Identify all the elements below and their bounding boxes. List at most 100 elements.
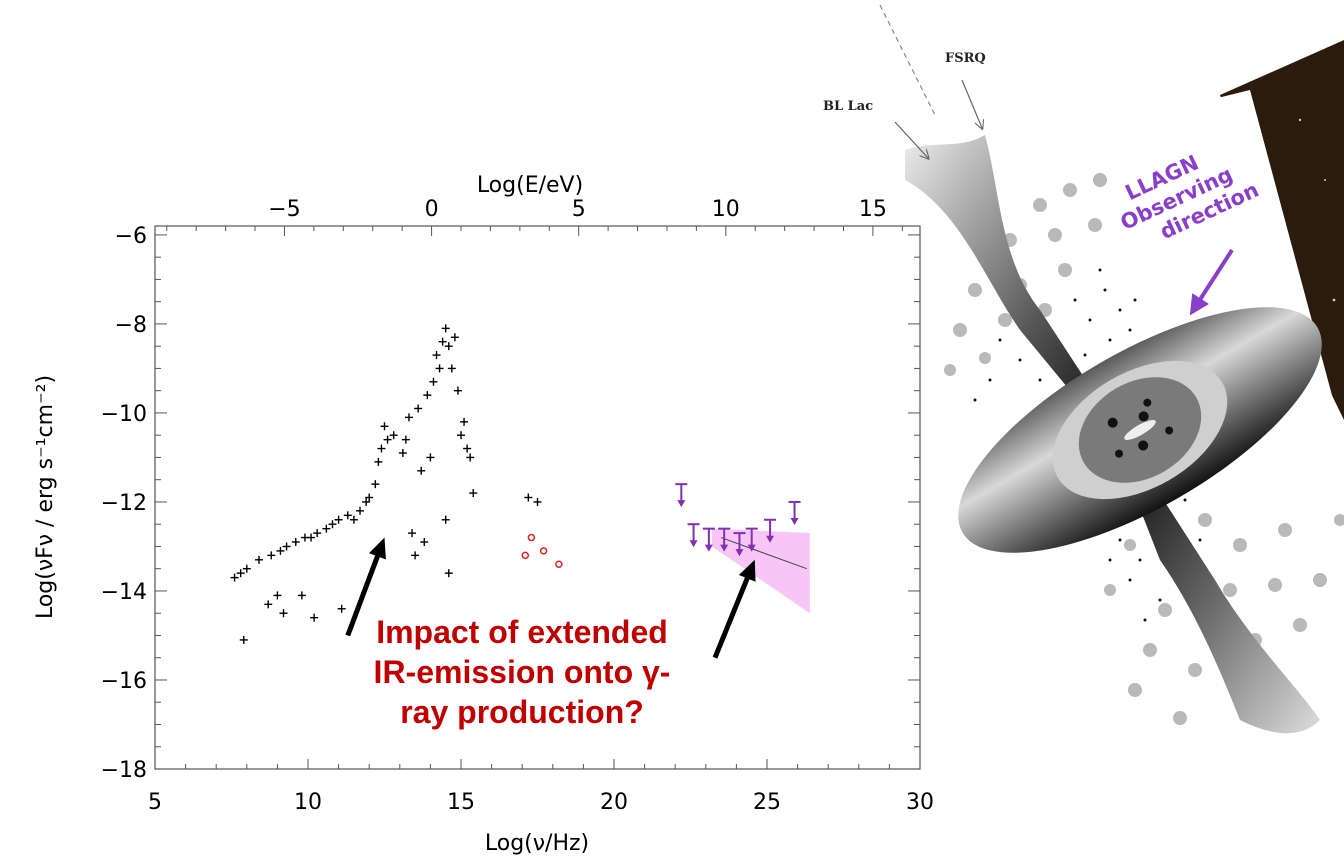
jet-lower [1115, 440, 1320, 734]
data-point [310, 613, 319, 622]
data-point [438, 337, 447, 346]
data-point [429, 377, 438, 386]
top-tick-label: −5 [268, 197, 300, 222]
torus [958, 307, 1322, 553]
fsrq-arrow [961, 79, 982, 128]
top-tick-label: 0 [425, 197, 439, 222]
xray-point [527, 533, 536, 542]
data-point [267, 551, 276, 560]
data-point [466, 453, 475, 462]
data-point [441, 515, 450, 524]
upper-limit-head [766, 535, 775, 543]
upper-limit-head [720, 544, 729, 552]
shaded-band [711, 528, 810, 614]
data-point [380, 422, 389, 431]
data-point [411, 551, 420, 560]
jet-upper [905, 135, 1125, 445]
data-point [279, 609, 288, 618]
x-tick-label: 5 [148, 790, 162, 815]
data-point [423, 391, 432, 400]
x-tick-label: 15 [447, 790, 475, 815]
data-point [417, 466, 426, 475]
data-point [239, 635, 248, 644]
data-point [426, 453, 435, 462]
x-axis-title: Log(ν/Hz) [485, 831, 589, 856]
data-point [414, 404, 423, 413]
data-point [282, 542, 291, 551]
data-point [457, 431, 465, 440]
data-point [349, 515, 358, 524]
gamma-upper-limit-band [711, 528, 810, 614]
upper-limit-head [790, 517, 799, 525]
data-point [533, 497, 542, 506]
y-tick-label: −12 [101, 491, 147, 516]
data-point [356, 506, 365, 515]
annotation-line-1: Impact of extended [376, 614, 668, 650]
annotation-line-2: IR-emission onto γ- [374, 654, 671, 690]
data-point [273, 591, 282, 600]
sed-chart: −6 −8 −10 −12 −14 −16 −18 5 10 15 20 25 30 −5 0 5 10 15… [33, 173, 934, 856]
annotation-text: Impact of extended IR-emission onto γ- r… [374, 614, 671, 730]
data-point [420, 538, 429, 547]
annotation-arrows [345, 537, 756, 659]
data-point [408, 529, 417, 538]
upper-limit [764, 518, 777, 543]
data-point [432, 351, 441, 360]
y-tick-label: −6 [115, 224, 147, 249]
data-point [230, 573, 239, 582]
annotation-arrow [712, 559, 756, 659]
data-point [255, 555, 264, 564]
llagn-arrow [1189, 248, 1234, 316]
data-point [435, 364, 444, 373]
data-point [444, 569, 453, 578]
sightline-dashed [879, 4, 936, 116]
data-point [453, 386, 462, 395]
data-point [291, 538, 300, 547]
xray-point [521, 551, 530, 560]
data-point [383, 435, 392, 444]
bl-lac-arrow [894, 121, 928, 158]
fit-line [720, 537, 807, 570]
upper-limit-head [689, 540, 698, 548]
annotation-arrow-shaft [345, 555, 380, 637]
data-point [334, 515, 343, 524]
data-point [469, 489, 478, 498]
data-point [297, 591, 306, 600]
y-tick-labels: −6 −8 −10 −12 −14 −16 −18 [101, 224, 147, 783]
y-tick-label: −16 [101, 669, 147, 694]
x-tick-label: 25 [753, 790, 781, 815]
y-tick-label: −10 [101, 402, 147, 427]
upper-limit-head [704, 544, 713, 552]
y-tick-label: −14 [101, 580, 147, 605]
data-point [404, 413, 413, 422]
data-point [463, 444, 472, 453]
annotation-arrow-head [369, 537, 386, 560]
data-point [276, 546, 285, 555]
top-tick-labels: −5 0 5 10 15 [268, 197, 887, 222]
data-point [371, 480, 380, 489]
data-point [362, 497, 371, 506]
x-tick-label: 20 [600, 790, 628, 815]
annotation-arrow [345, 537, 386, 637]
xray-point [539, 547, 548, 555]
data-point [377, 444, 386, 453]
data-point [365, 493, 374, 502]
plot-frame [154, 225, 921, 770]
top-tick-label: 15 [859, 197, 887, 222]
data-point [337, 604, 346, 613]
axis-ticks [154, 226, 921, 770]
data-points [230, 324, 801, 644]
data-point [444, 342, 453, 351]
data-point [264, 600, 273, 609]
y-tick-label: −18 [101, 758, 147, 783]
bl-lac-label: BL Lac [823, 99, 873, 114]
top-tick-label: 10 [712, 197, 740, 222]
data-point [460, 417, 469, 426]
fsrq-label: FSRQ [945, 51, 986, 66]
data-point [389, 431, 398, 440]
data-point [401, 435, 410, 444]
data-point [450, 333, 459, 342]
x-tick-label: 30 [906, 790, 934, 815]
data-point [398, 448, 407, 457]
gamma-fit-line [720, 537, 807, 570]
